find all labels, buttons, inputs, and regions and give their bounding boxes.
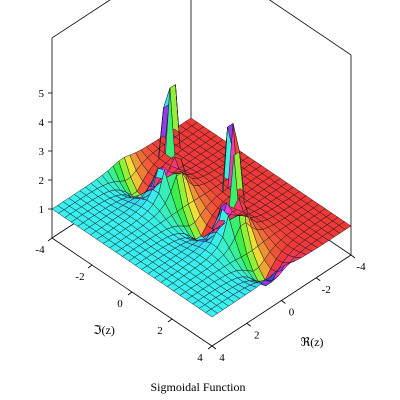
x-tick-label: 0 <box>117 298 123 310</box>
surface-quad <box>205 308 218 318</box>
x-tick-mark <box>167 318 173 323</box>
chart-title: Sigmoidal Function <box>150 380 245 394</box>
y-tick-label: -2 <box>322 284 331 296</box>
axis-ticks: -4 -2 0 2 4 -4 -2 0 2 4 1 2 3 4 5 <box>35 88 366 364</box>
x-tick-mark <box>207 345 213 350</box>
z-tick-label: 2 <box>39 175 45 187</box>
y-tick-mark <box>350 254 356 259</box>
box-top-edge <box>51 0 111 39</box>
y-tick-label: 0 <box>289 307 295 319</box>
z-tick-label: 1 <box>39 204 45 216</box>
y-tick-label: 4 <box>219 352 225 364</box>
x-tick-label: 2 <box>157 325 163 337</box>
x-tick-mark <box>47 237 53 242</box>
y-tick-mark <box>246 322 251 327</box>
surface-mesh <box>51 84 352 318</box>
y-tick-mark <box>316 277 321 282</box>
x-tick-mark <box>87 264 93 269</box>
x-tick-label: -4 <box>35 244 45 256</box>
y-axis-title: ℜ(z) <box>300 335 323 349</box>
x-tick-label: -2 <box>75 271 84 283</box>
z-tick-label: 4 <box>39 117 45 129</box>
box-top-edge <box>268 0 352 56</box>
x-tick-label: 4 <box>197 352 203 364</box>
y-tick-mark <box>281 300 286 304</box>
y-tick-mark <box>211 345 217 350</box>
y-tick-label: 2 <box>254 329 260 341</box>
surface-quad <box>253 279 267 287</box>
x-axis-title: ℑ(z) <box>93 323 115 337</box>
z-tick-label: 5 <box>39 88 45 100</box>
z-tick-label: 3 <box>39 146 45 158</box>
y-tick-label: -4 <box>356 261 366 273</box>
x-tick-mark <box>127 291 133 296</box>
